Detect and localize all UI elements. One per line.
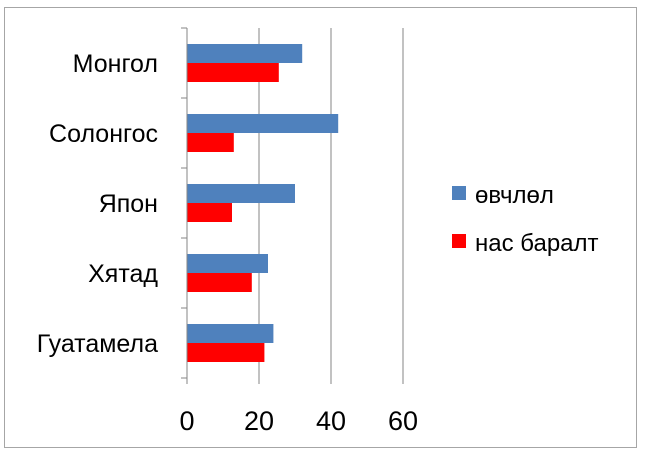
bar-incidence xyxy=(187,184,295,203)
x-tick-label: 40 xyxy=(316,406,346,436)
category-label: Монгол xyxy=(73,50,158,78)
bar-mortality xyxy=(187,63,279,82)
bar-incidence xyxy=(187,44,303,63)
bar-incidence xyxy=(187,254,268,273)
bar-mortality xyxy=(187,203,232,222)
chart-frame xyxy=(4,7,637,448)
x-tick-label: 60 xyxy=(388,406,418,436)
category-label: Япон xyxy=(99,190,158,218)
bar-mortality xyxy=(187,133,234,152)
bar-mortality xyxy=(187,273,252,292)
category-label: Солонгос xyxy=(49,120,158,148)
category-label: Гуатамела xyxy=(37,330,158,358)
bar-incidence xyxy=(187,114,339,133)
bar-incidence xyxy=(187,324,274,343)
x-tick-label: 20 xyxy=(244,406,274,436)
legend-label: нас баралт xyxy=(475,230,599,257)
category-label: Хятад xyxy=(88,260,158,288)
legend-swatch xyxy=(452,186,466,200)
legend-label: өвчлөл xyxy=(475,182,554,209)
x-tick-label: 0 xyxy=(179,406,194,436)
bar-mortality xyxy=(187,343,265,362)
legend-swatch xyxy=(452,234,466,248)
